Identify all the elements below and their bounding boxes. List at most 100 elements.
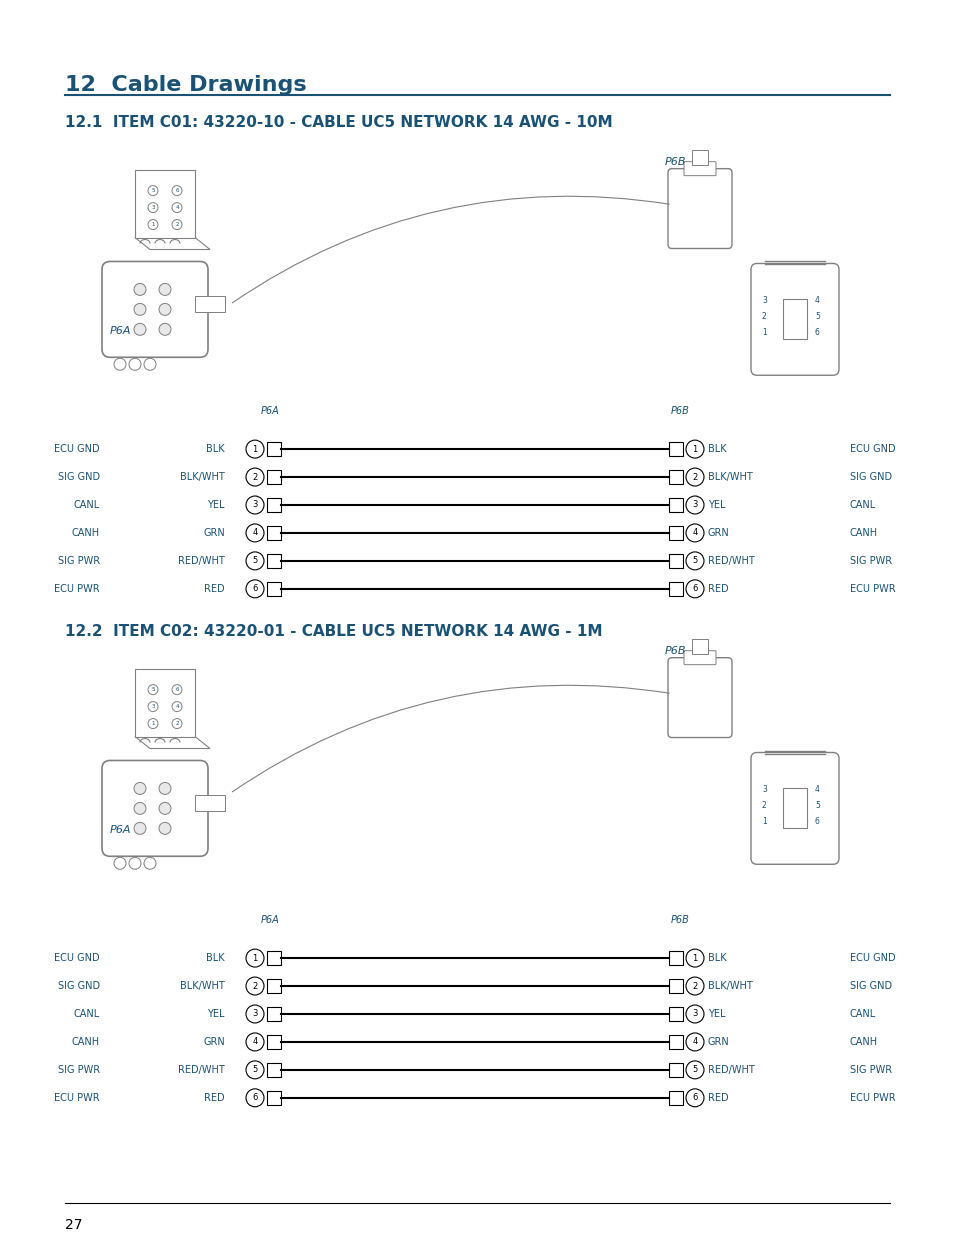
Text: RED/WHT: RED/WHT bbox=[707, 1065, 754, 1074]
FancyBboxPatch shape bbox=[102, 262, 208, 357]
Circle shape bbox=[685, 1089, 703, 1107]
Text: 12.1  ITEM C01: 43220-10 - CABLE UC5 NETWORK 14 AWG - 10M: 12.1 ITEM C01: 43220-10 - CABLE UC5 NETW… bbox=[65, 115, 612, 130]
Text: SIG GND: SIG GND bbox=[58, 472, 100, 482]
Text: 2: 2 bbox=[761, 802, 766, 810]
Text: SIG GND: SIG GND bbox=[58, 981, 100, 990]
Bar bbox=[782, 788, 806, 829]
Text: 1: 1 bbox=[692, 445, 697, 453]
Text: 4: 4 bbox=[814, 296, 819, 305]
Text: RED: RED bbox=[707, 584, 728, 594]
Text: 5: 5 bbox=[692, 557, 697, 566]
Circle shape bbox=[685, 496, 703, 514]
Bar bbox=[267, 951, 281, 965]
Circle shape bbox=[159, 803, 171, 814]
Text: GRN: GRN bbox=[203, 527, 225, 538]
Text: P6A: P6A bbox=[110, 825, 132, 835]
Text: 6: 6 bbox=[814, 327, 819, 337]
Circle shape bbox=[148, 719, 158, 729]
Text: 12.2  ITEM C02: 43220-01 - CABLE UC5 NETWORK 14 AWG - 1M: 12.2 ITEM C02: 43220-01 - CABLE UC5 NETW… bbox=[65, 624, 602, 638]
Text: ECU GND: ECU GND bbox=[849, 953, 895, 963]
Text: P6B: P6B bbox=[664, 646, 686, 656]
Text: 3: 3 bbox=[252, 1009, 257, 1019]
Circle shape bbox=[246, 1005, 264, 1023]
Circle shape bbox=[133, 803, 146, 814]
Bar bbox=[668, 1063, 682, 1077]
Bar bbox=[267, 1063, 281, 1077]
Bar bbox=[668, 555, 682, 568]
Circle shape bbox=[129, 358, 141, 370]
Text: 27: 27 bbox=[65, 1218, 82, 1231]
Bar bbox=[267, 526, 281, 540]
Circle shape bbox=[685, 977, 703, 995]
Circle shape bbox=[246, 496, 264, 514]
Circle shape bbox=[246, 1032, 264, 1051]
Text: 6: 6 bbox=[692, 1093, 697, 1103]
Text: P6A: P6A bbox=[260, 406, 279, 416]
Text: 5: 5 bbox=[152, 188, 154, 193]
Circle shape bbox=[159, 823, 171, 835]
Text: 2: 2 bbox=[253, 982, 257, 990]
FancyBboxPatch shape bbox=[750, 752, 838, 864]
Bar bbox=[194, 296, 225, 312]
Text: 4: 4 bbox=[814, 785, 819, 794]
Bar bbox=[782, 299, 806, 340]
Text: 12  Cable Drawings: 12 Cable Drawings bbox=[65, 75, 306, 95]
Text: GRN: GRN bbox=[707, 527, 729, 538]
Text: 5: 5 bbox=[152, 687, 154, 692]
Text: BLK: BLK bbox=[707, 445, 726, 454]
Text: 3: 3 bbox=[692, 1009, 697, 1019]
Bar bbox=[267, 582, 281, 595]
Text: 1: 1 bbox=[253, 445, 257, 453]
Bar bbox=[267, 498, 281, 513]
Circle shape bbox=[113, 857, 126, 869]
Text: P6B: P6B bbox=[670, 406, 689, 416]
Circle shape bbox=[246, 468, 264, 487]
Text: GRN: GRN bbox=[707, 1037, 729, 1047]
Circle shape bbox=[133, 823, 146, 835]
Circle shape bbox=[133, 783, 146, 794]
Circle shape bbox=[685, 1032, 703, 1051]
Circle shape bbox=[685, 1005, 703, 1023]
Text: 4: 4 bbox=[253, 1037, 257, 1046]
Bar bbox=[691, 638, 707, 653]
Circle shape bbox=[685, 468, 703, 487]
Text: 5: 5 bbox=[253, 1066, 257, 1074]
Text: SIG PWR: SIG PWR bbox=[58, 556, 100, 566]
Circle shape bbox=[172, 185, 182, 195]
Circle shape bbox=[246, 524, 264, 542]
Bar bbox=[668, 1091, 682, 1105]
Bar bbox=[668, 979, 682, 993]
Circle shape bbox=[159, 304, 171, 315]
Circle shape bbox=[246, 1089, 264, 1107]
Text: GRN: GRN bbox=[203, 1037, 225, 1047]
FancyBboxPatch shape bbox=[750, 263, 838, 375]
Bar bbox=[267, 555, 281, 568]
Text: YEL: YEL bbox=[208, 1009, 225, 1019]
Text: SIG PWR: SIG PWR bbox=[849, 1065, 891, 1074]
Circle shape bbox=[685, 950, 703, 967]
Text: BLK: BLK bbox=[707, 953, 726, 963]
Text: CANL: CANL bbox=[849, 500, 876, 510]
Circle shape bbox=[246, 977, 264, 995]
Text: 3: 3 bbox=[761, 296, 766, 305]
Text: ECU PWR: ECU PWR bbox=[849, 1093, 895, 1103]
Text: 1: 1 bbox=[761, 327, 766, 337]
Bar bbox=[267, 471, 281, 484]
Text: 5: 5 bbox=[692, 1066, 697, 1074]
Text: BLK: BLK bbox=[206, 953, 225, 963]
Text: SIG GND: SIG GND bbox=[849, 472, 891, 482]
Text: 5: 5 bbox=[253, 557, 257, 566]
Text: SIG GND: SIG GND bbox=[849, 981, 891, 990]
Circle shape bbox=[159, 284, 171, 295]
Bar bbox=[194, 795, 225, 811]
Bar bbox=[668, 582, 682, 595]
Circle shape bbox=[113, 358, 126, 370]
Bar bbox=[267, 1091, 281, 1105]
Text: RED: RED bbox=[204, 1093, 225, 1103]
Text: 1: 1 bbox=[761, 816, 766, 826]
Text: ECU GND: ECU GND bbox=[849, 445, 895, 454]
FancyBboxPatch shape bbox=[683, 651, 716, 664]
Text: YEL: YEL bbox=[707, 500, 724, 510]
Text: BLK/WHT: BLK/WHT bbox=[707, 981, 752, 990]
Text: SIG PWR: SIG PWR bbox=[849, 556, 891, 566]
